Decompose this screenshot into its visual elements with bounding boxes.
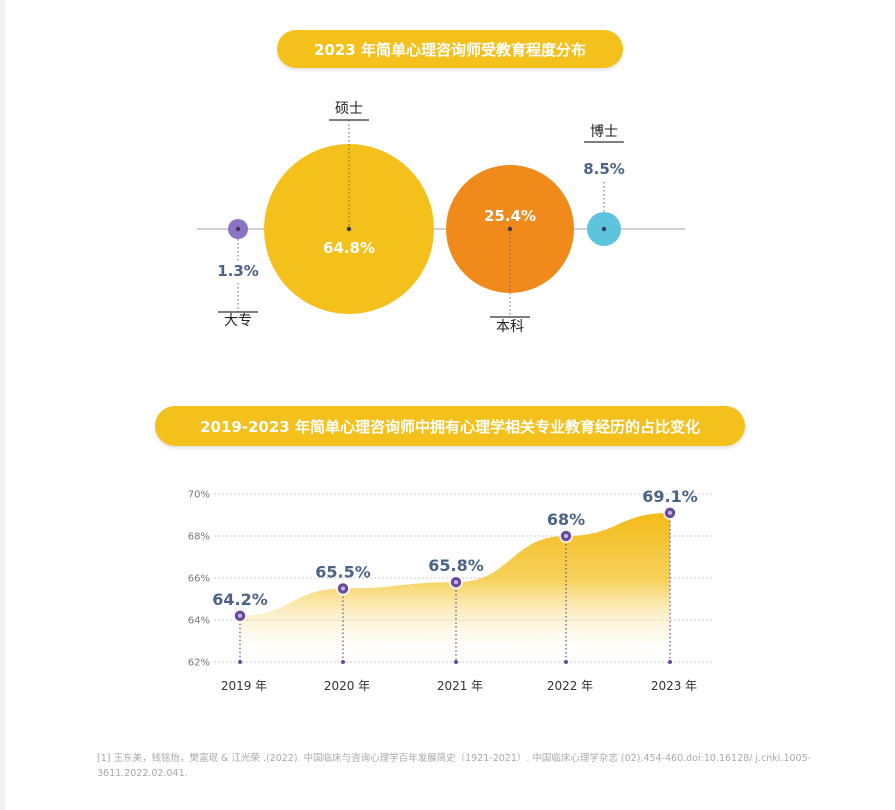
data-value-label: 68% <box>547 510 585 529</box>
x-tick-label: 2020 年 <box>324 679 370 693</box>
data-value-label: 64.2% <box>212 590 268 609</box>
baseline-dot <box>454 660 458 664</box>
data-point-core <box>668 510 672 515</box>
bubble-chart: 大专 1.3% 硕士 64.8% 本科 25.4% 博士 8.5% <box>197 101 685 335</box>
x-tick-label: 2022 年 <box>547 679 593 693</box>
bubble-4: 博士 8.5% <box>580 123 628 246</box>
bubble-label-bg <box>214 261 262 281</box>
bubble-center-dot <box>601 226 607 232</box>
y-tick-label: 66% <box>188 574 210 585</box>
bubble-category-label: 本科 <box>496 319 524 335</box>
bubble-value-label: 8.5% <box>583 160 625 178</box>
data-point-core <box>454 580 458 585</box>
bubble-value-label: 1.3% <box>217 262 259 280</box>
bubble-label-bg <box>580 159 628 179</box>
left-edge-rule <box>0 0 5 810</box>
bubble-category-label: 博士 <box>590 123 618 140</box>
bubble-category-label: 硕士 <box>335 101 363 117</box>
x-tick-label: 2019 年 <box>221 679 267 693</box>
data-value-label: 65.8% <box>428 556 484 575</box>
y-tick-label: 62% <box>188 658 210 669</box>
baseline-dot <box>341 660 345 664</box>
line-chart-title: 2019-2023 年简单心理咨询师中拥有心理学相关专业教育经历的占比变化 <box>155 406 745 446</box>
data-point-core <box>238 613 242 618</box>
bubble-2: 硕士 64.8% <box>264 101 434 314</box>
bubble-value-label: 25.4% <box>484 207 536 225</box>
data-value-label: 69.1% <box>642 487 698 506</box>
y-tick-label: 68% <box>188 532 210 543</box>
baseline-dot <box>564 660 568 664</box>
baseline-dot <box>668 660 672 664</box>
bubble-1: 大专 1.3% <box>214 219 262 329</box>
bubble-center-dot <box>235 226 241 232</box>
baseline-dot <box>238 660 242 664</box>
x-tick-label: 2023 年 <box>651 679 697 693</box>
data-point-core <box>564 534 568 538</box>
y-tick-label: 70% <box>188 490 210 501</box>
bubble-center-dot <box>507 226 513 232</box>
data-value-label: 65.5% <box>315 563 371 582</box>
data-point-core <box>341 586 345 591</box>
footnote-citation: [1] 王东美，钱铭怡，樊富珉 & 江光荣 .(2022). 中国临床与咨询心理… <box>97 753 812 779</box>
bubble-center-dot <box>346 226 352 232</box>
x-tick-label: 2021 年 <box>437 679 483 693</box>
bubble-3: 本科 25.4% <box>446 165 574 335</box>
bubble-chart-title: 2023 年简单心理咨询师受教育程度分布 <box>277 30 623 68</box>
bubble-category-label: 大专 <box>224 313 252 329</box>
bubble-value-label: 64.8% <box>323 239 375 257</box>
y-tick-label: 64% <box>188 616 210 627</box>
